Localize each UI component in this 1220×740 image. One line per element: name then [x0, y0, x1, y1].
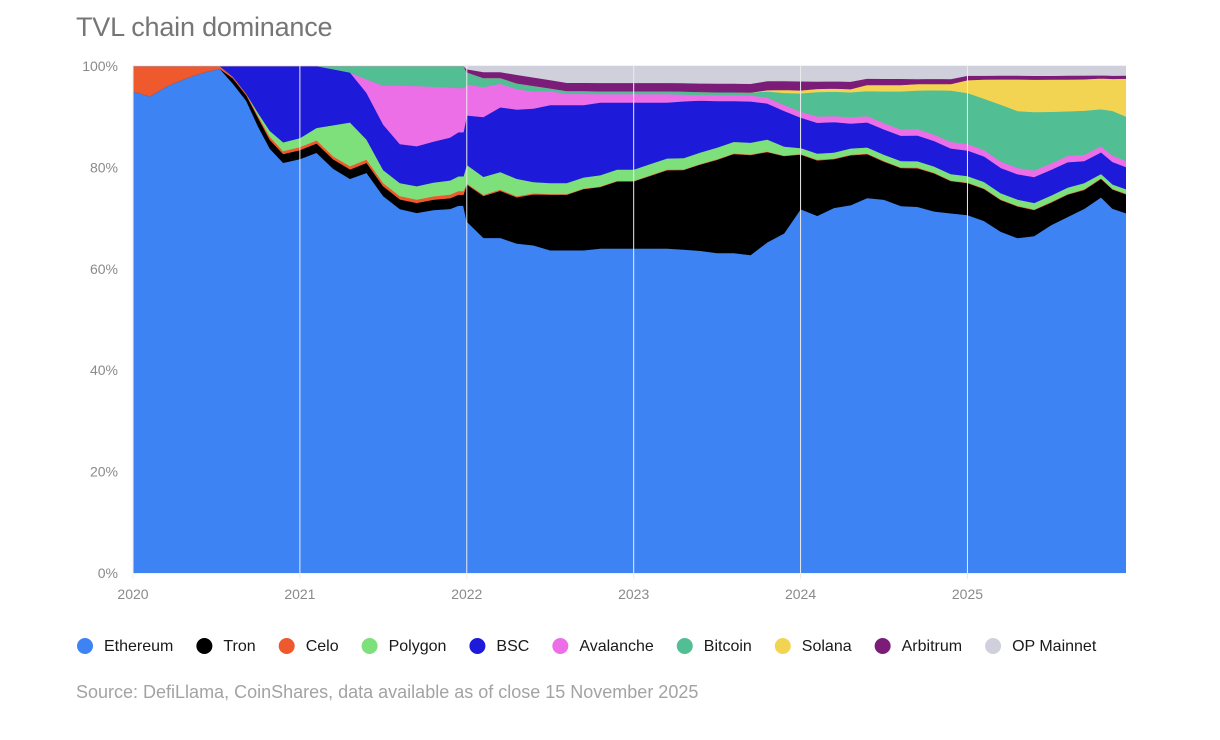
- legend-swatch: [196, 638, 213, 654]
- legend-swatch: [774, 638, 791, 654]
- area-bitcoin: [133, 66, 1126, 171]
- legend-item-celo: Celo: [278, 638, 339, 655]
- legend-item-tron: Tron: [196, 638, 256, 655]
- legend-label: Bitcoin: [704, 638, 752, 655]
- y-axis: 0% 20% 40% 60% 80% 100%: [82, 58, 118, 581]
- legend-label: Arbitrum: [902, 638, 962, 655]
- legend-label: Polygon: [389, 638, 447, 655]
- y-tick-label: 40%: [90, 362, 118, 378]
- legend-swatch: [985, 638, 1002, 654]
- x-axis: 2020 2021 2022 2023 2024 2025: [117, 66, 983, 602]
- legend-label: Solana: [802, 638, 852, 655]
- legend-item-avalanche: Avalanche: [552, 638, 654, 655]
- legend-item-arbitrum: Arbitrum: [874, 638, 962, 655]
- y-tick-label: 100%: [82, 58, 118, 74]
- x-tick-label: 2023: [618, 586, 649, 602]
- legend-swatch: [469, 638, 486, 654]
- legend-swatch: [874, 638, 891, 654]
- area-solana: [133, 66, 1126, 117]
- x-tick-label: 2020: [117, 586, 148, 602]
- x-tick-label: 2025: [952, 586, 983, 602]
- legend-label: BSC: [496, 638, 529, 655]
- legend-swatch: [278, 638, 295, 654]
- legend-swatch: [676, 638, 693, 654]
- legend-item-bitcoin: Bitcoin: [676, 638, 752, 655]
- x-tick-label: 2021: [284, 586, 315, 602]
- legend-label: Ethereum: [104, 638, 173, 655]
- chart-title: TVL chain dominance: [76, 12, 333, 42]
- legend-item-polygon: Polygon: [361, 638, 447, 655]
- y-tick-label: 80%: [90, 159, 118, 175]
- y-tick-label: 60%: [90, 261, 118, 277]
- legend-label: Celo: [306, 638, 339, 655]
- y-tick-label: 0%: [98, 565, 118, 581]
- legend-swatch: [552, 638, 569, 654]
- legend-item-bsc: BSC: [469, 638, 529, 655]
- x-tick-label: 2022: [451, 586, 482, 602]
- legend-label: OP Mainnet: [1012, 638, 1097, 655]
- legend-swatch: [361, 638, 378, 654]
- legend-swatch: [77, 638, 93, 654]
- area-op-mainnet: [133, 66, 1126, 84]
- y-tick-label: 20%: [90, 464, 118, 480]
- legend-item-op-mainnet: OP Mainnet: [985, 638, 1097, 655]
- legend-label: Avalanche: [579, 638, 654, 655]
- x-tick-label: 2024: [785, 586, 816, 602]
- area-arbitrum: [133, 66, 1126, 93]
- legend-item-ethereum: Ethereum: [77, 638, 173, 655]
- source-note: Source: DefiLlama, CoinShares, data avai…: [76, 682, 699, 702]
- legend-item-solana: Solana: [774, 638, 852, 655]
- legend: Ethereum Tron Celo Polygon BSC Avalanche Bitco…: [77, 638, 1097, 655]
- legend-label: Tron: [223, 638, 255, 655]
- series-areas: [133, 66, 1126, 573]
